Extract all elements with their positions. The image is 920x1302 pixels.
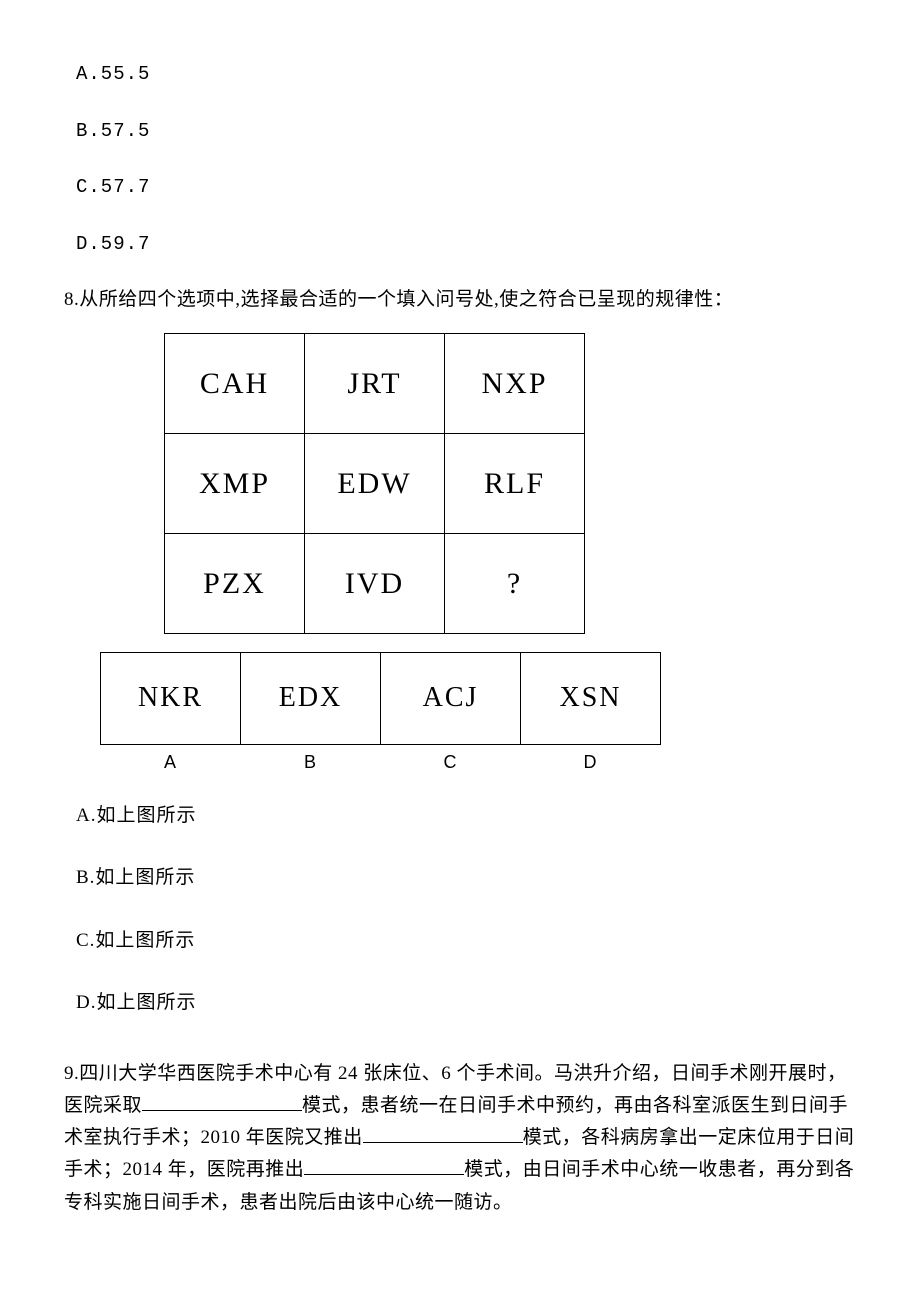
grid-cell-r1c0: XMP bbox=[165, 433, 305, 533]
q8-option-labels: A B C D bbox=[100, 749, 856, 776]
q7-option-b[interactable]: B.57.5 bbox=[64, 117, 856, 146]
option-label-d: D bbox=[520, 749, 660, 776]
grid-cell-r1c1: EDW bbox=[305, 433, 445, 533]
option-cell-a: NKR bbox=[101, 652, 241, 744]
q9-blank-1[interactable] bbox=[142, 1092, 302, 1111]
q9-blank-2[interactable] bbox=[363, 1124, 523, 1143]
grid-cell-r2c1: IVD bbox=[305, 533, 445, 633]
q9-text: 9.四川大学华西医院手术中心有 24 张床位、6 个手术间。马洪升介绍，日间手术… bbox=[64, 1058, 856, 1219]
q7-option-c[interactable]: C.57.7 bbox=[64, 173, 856, 202]
grid-cell-r0c0: CAH bbox=[165, 333, 305, 433]
q9-blank-3[interactable] bbox=[304, 1156, 464, 1175]
q8-puzzle-grid: CAH JRT NXP XMP EDW RLF PZX IVD ? bbox=[164, 333, 585, 634]
q8-options-grid: NKR EDX ACJ XSN bbox=[100, 652, 661, 745]
option-label-a: A bbox=[100, 749, 240, 776]
grid-cell-r1c2: RLF bbox=[445, 433, 585, 533]
option-cell-c: ACJ bbox=[381, 652, 521, 744]
option-label-b: B bbox=[240, 749, 380, 776]
grid-cell-r2c0: PZX bbox=[165, 533, 305, 633]
grid-cell-r2c2: ? bbox=[445, 533, 585, 633]
q8-answer-b[interactable]: B.如上图所示 bbox=[64, 864, 856, 893]
q8-answer-a[interactable]: A.如上图所示 bbox=[64, 802, 856, 831]
option-cell-d: XSN bbox=[521, 652, 661, 744]
q7-option-d[interactable]: D.59.7 bbox=[64, 230, 856, 259]
grid-cell-r0c2: NXP bbox=[445, 333, 585, 433]
q8-answer-c[interactable]: C.如上图所示 bbox=[64, 927, 856, 956]
option-cell-b: EDX bbox=[241, 652, 381, 744]
q8-prompt: 8.从所给四个选项中,选择最合适的一个填入问号处,使之符合已呈现的规律性： bbox=[64, 286, 856, 315]
grid-cell-r0c1: JRT bbox=[305, 333, 445, 433]
q7-option-a[interactable]: A.55.5 bbox=[64, 60, 856, 89]
option-label-c: C bbox=[380, 749, 520, 776]
q8-answer-d[interactable]: D.如上图所示 bbox=[64, 989, 856, 1018]
